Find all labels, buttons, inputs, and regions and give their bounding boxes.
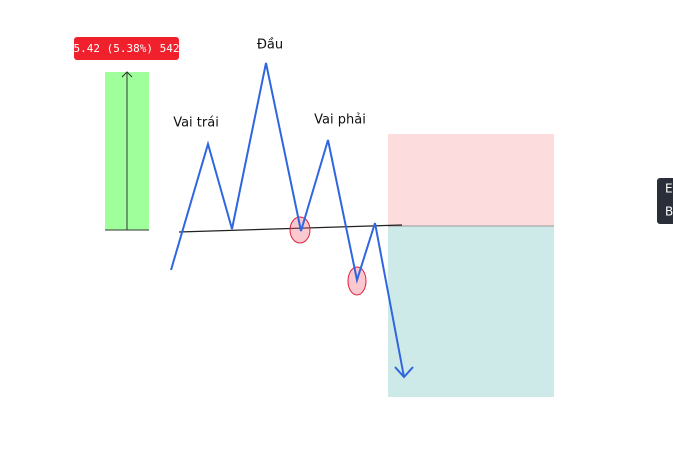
side-panel-text: B [665,205,673,219]
target-zone [388,226,554,397]
side-panel-text: E [665,182,673,196]
measure-label: 5.42 (5.38%) 542 [74,42,180,55]
head-label: Đầu [257,38,283,53]
left-shoulder-label: Vai trái [173,116,219,131]
price-path [170,62,405,378]
measure-arrow-head [121,71,133,78]
side-panel[interactable] [657,178,673,224]
right-shoulder-label: Vai phải [314,113,366,128]
path-arrow-head [394,366,414,379]
measure-label-box [74,37,179,60]
stop-zone [388,134,554,226]
